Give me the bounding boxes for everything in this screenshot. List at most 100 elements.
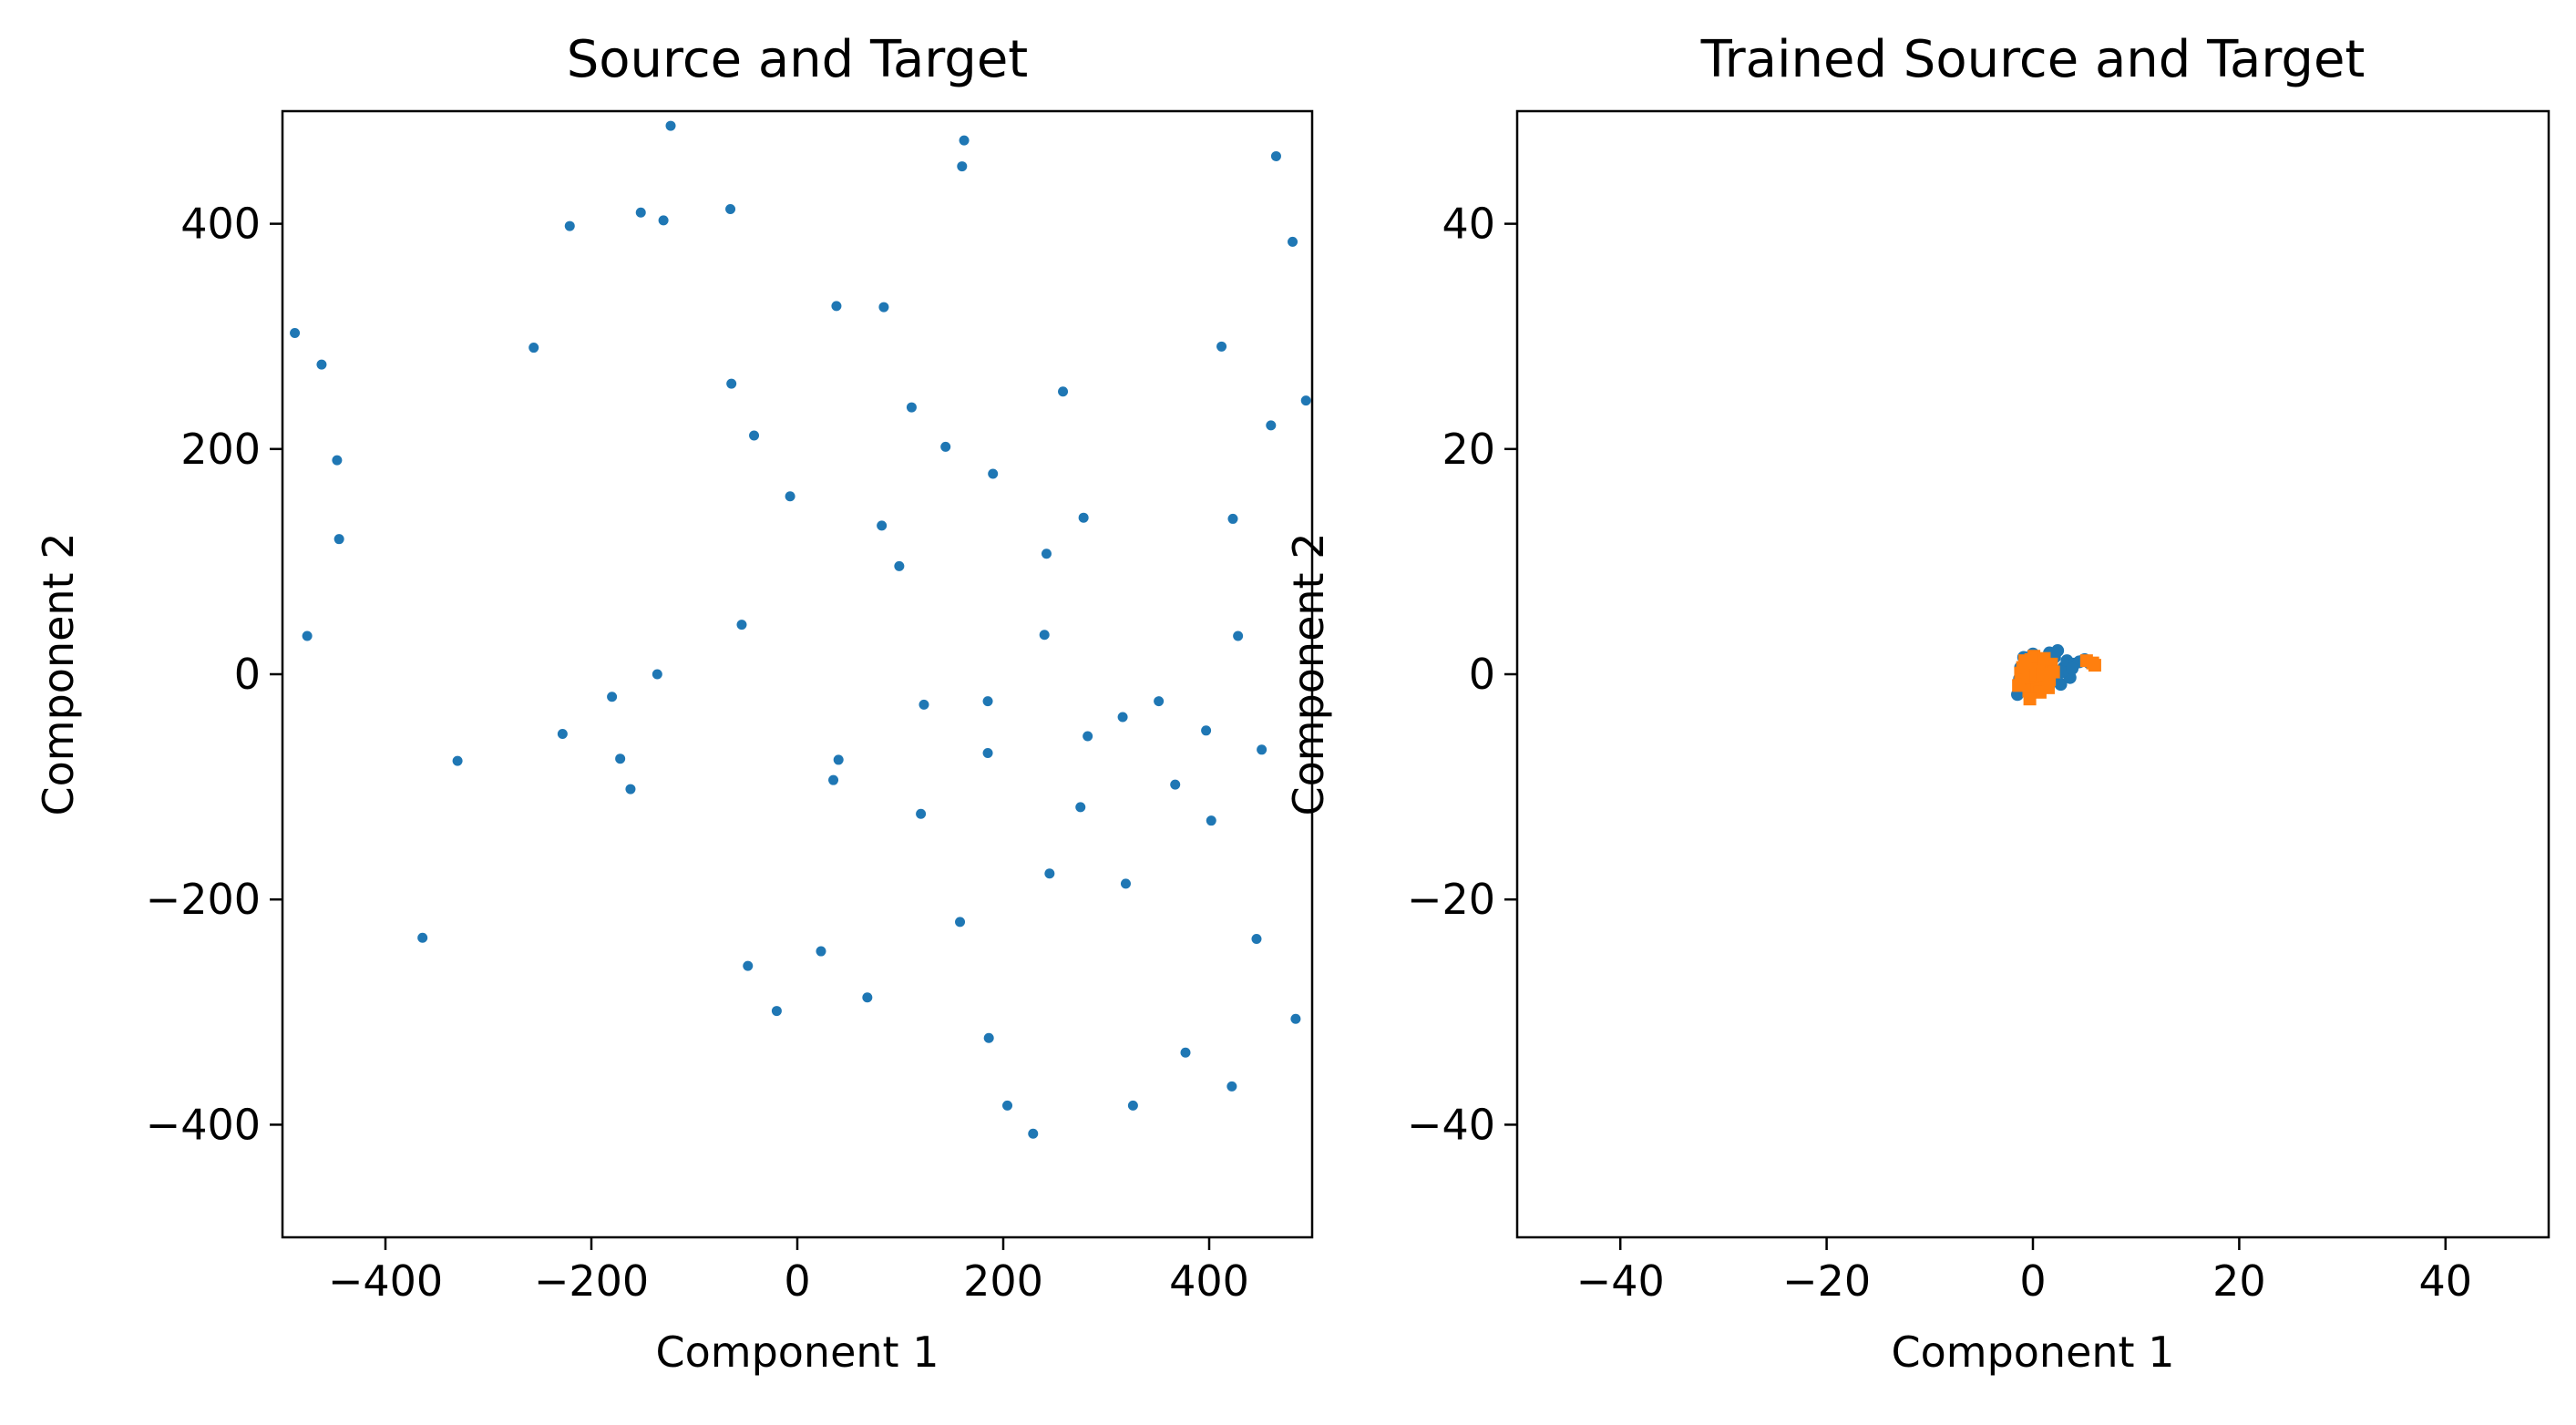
data-point-series-0 bbox=[452, 755, 463, 766]
data-point-series-0 bbox=[725, 204, 736, 215]
data-point-series-0 bbox=[290, 327, 301, 338]
data-point-series-0 bbox=[940, 441, 951, 452]
data-point-series-0 bbox=[1154, 696, 1165, 707]
data-point-series-0 bbox=[564, 220, 575, 231]
data-point-series-0 bbox=[1201, 725, 1212, 736]
data-point-series-0 bbox=[316, 359, 327, 370]
data-point-series-0 bbox=[529, 343, 539, 354]
data-point-series-0 bbox=[1180, 1047, 1191, 1058]
y-axis-label: Component 2 bbox=[34, 533, 83, 816]
x-tick-label: 200 bbox=[963, 1256, 1043, 1306]
data-point-series-0 bbox=[1170, 779, 1181, 790]
data-point-series-0 bbox=[743, 960, 754, 971]
data-point-series-0 bbox=[828, 774, 839, 785]
y-tick-label: 0 bbox=[1469, 650, 1495, 699]
y-tick-label: −400 bbox=[146, 1100, 261, 1149]
data-point-series-0 bbox=[1300, 395, 1311, 406]
data-point-series-0 bbox=[959, 135, 970, 146]
data-point-series-1 bbox=[2037, 651, 2051, 665]
data-point-series-0 bbox=[635, 207, 646, 218]
x-tick-label: −200 bbox=[534, 1256, 649, 1306]
data-point-series-0 bbox=[862, 992, 873, 1003]
data-point-series-0 bbox=[831, 301, 842, 312]
data-point-series-0 bbox=[1206, 815, 1216, 826]
data-point-series-0 bbox=[919, 699, 929, 710]
data-point-series-0 bbox=[607, 692, 618, 702]
y-tick-label: 40 bbox=[1442, 200, 1495, 249]
data-point-series-0 bbox=[625, 784, 636, 795]
data-point-series-1 bbox=[2023, 692, 2037, 706]
data-point-series-0 bbox=[1002, 1100, 1013, 1111]
x-tick-label: −400 bbox=[328, 1256, 443, 1306]
x-tick-label: −20 bbox=[1782, 1256, 1871, 1306]
chart-title: Trained Source and Target bbox=[1700, 30, 2366, 89]
x-axis-label: Component 1 bbox=[1892, 1328, 2175, 1377]
data-point-series-0 bbox=[417, 932, 428, 943]
data-point-series-0 bbox=[916, 808, 927, 819]
data-point-series-0 bbox=[1270, 150, 1281, 161]
data-point-series-0 bbox=[749, 430, 760, 441]
data-point-series-0 bbox=[957, 161, 968, 172]
data-point-series-0 bbox=[982, 748, 993, 759]
data-point-series-0 bbox=[1216, 341, 1227, 352]
data-point-series-0 bbox=[955, 917, 966, 928]
plot-area bbox=[2011, 644, 2101, 706]
data-point-series-0 bbox=[878, 302, 889, 313]
data-point-series-0 bbox=[658, 215, 669, 226]
plot-area bbox=[290, 120, 1311, 1139]
axes-frame bbox=[281, 109, 1314, 1239]
data-point-series-0 bbox=[736, 620, 747, 630]
data-point-series-0 bbox=[1058, 386, 1069, 397]
data-point-series-1 bbox=[2017, 654, 2031, 668]
data-point-series-0 bbox=[1251, 933, 1262, 944]
data-point-series-0 bbox=[1044, 868, 1055, 879]
data-point-series-0 bbox=[1233, 630, 1244, 641]
data-point-series-0 bbox=[665, 120, 676, 131]
data-point-series-0 bbox=[1041, 548, 1052, 559]
data-point-series-0 bbox=[652, 669, 662, 680]
data-point-series-0 bbox=[983, 1032, 994, 1043]
data-point-series-0 bbox=[1028, 1128, 1039, 1139]
data-point-series-0 bbox=[1075, 802, 1086, 813]
data-point-series-0 bbox=[1127, 1100, 1138, 1111]
data-point-series-0 bbox=[615, 754, 626, 764]
data-point-series-0 bbox=[332, 455, 343, 466]
data-point-series-0 bbox=[894, 560, 905, 571]
data-point-series-0 bbox=[1083, 731, 1093, 742]
data-point-series-1 bbox=[2088, 659, 2101, 672]
data-point-series-0 bbox=[785, 491, 795, 502]
data-point-series-1 bbox=[2041, 681, 2055, 694]
x-tick-label: 20 bbox=[2212, 1256, 2266, 1306]
x-tick-label: 400 bbox=[1169, 1256, 1249, 1306]
data-point-series-0 bbox=[1227, 513, 1238, 524]
x-tick-label: 0 bbox=[784, 1256, 810, 1306]
data-point-series-0 bbox=[1078, 512, 1089, 523]
chart-title: Source and Target bbox=[567, 30, 1029, 89]
data-point-series-0 bbox=[833, 754, 844, 765]
data-point-series-0 bbox=[726, 378, 737, 389]
y-tick-label: 400 bbox=[180, 200, 261, 249]
right-scatter-panel: −40 −20 0 20 40 −40 −20 0 20 40 Trained Source and… bbox=[1284, 30, 2550, 1377]
y-tick-label: −20 bbox=[1407, 875, 1495, 924]
data-point-series-0 bbox=[1266, 420, 1277, 431]
x-axis-label: Component 1 bbox=[656, 1328, 939, 1377]
data-point-series-0 bbox=[771, 1006, 782, 1017]
data-point-series-1 bbox=[2047, 665, 2060, 679]
x-tick-label: 40 bbox=[2419, 1256, 2473, 1306]
data-point-series-0 bbox=[816, 946, 826, 957]
data-point-series-0 bbox=[557, 729, 568, 740]
data-point-series-1 bbox=[2012, 679, 2026, 692]
data-point-series-0 bbox=[982, 696, 993, 707]
y-tick-label: −200 bbox=[146, 875, 261, 924]
y-axis-label: Component 2 bbox=[1284, 533, 1333, 816]
data-point-series-0 bbox=[334, 534, 344, 545]
data-point-series-0 bbox=[2066, 661, 2079, 675]
y-tick-label: 0 bbox=[234, 650, 261, 699]
data-point-series-0 bbox=[1257, 744, 1267, 755]
x-tick-label: −40 bbox=[1576, 1256, 1665, 1306]
left-scatter-panel: −400 −200 0 200 400 −400 −200 0 200 400 Source and… bbox=[34, 30, 1314, 1377]
y-tick-label: 20 bbox=[1442, 425, 1495, 474]
data-point-series-0 bbox=[1120, 878, 1131, 889]
data-point-series-0 bbox=[906, 402, 917, 413]
